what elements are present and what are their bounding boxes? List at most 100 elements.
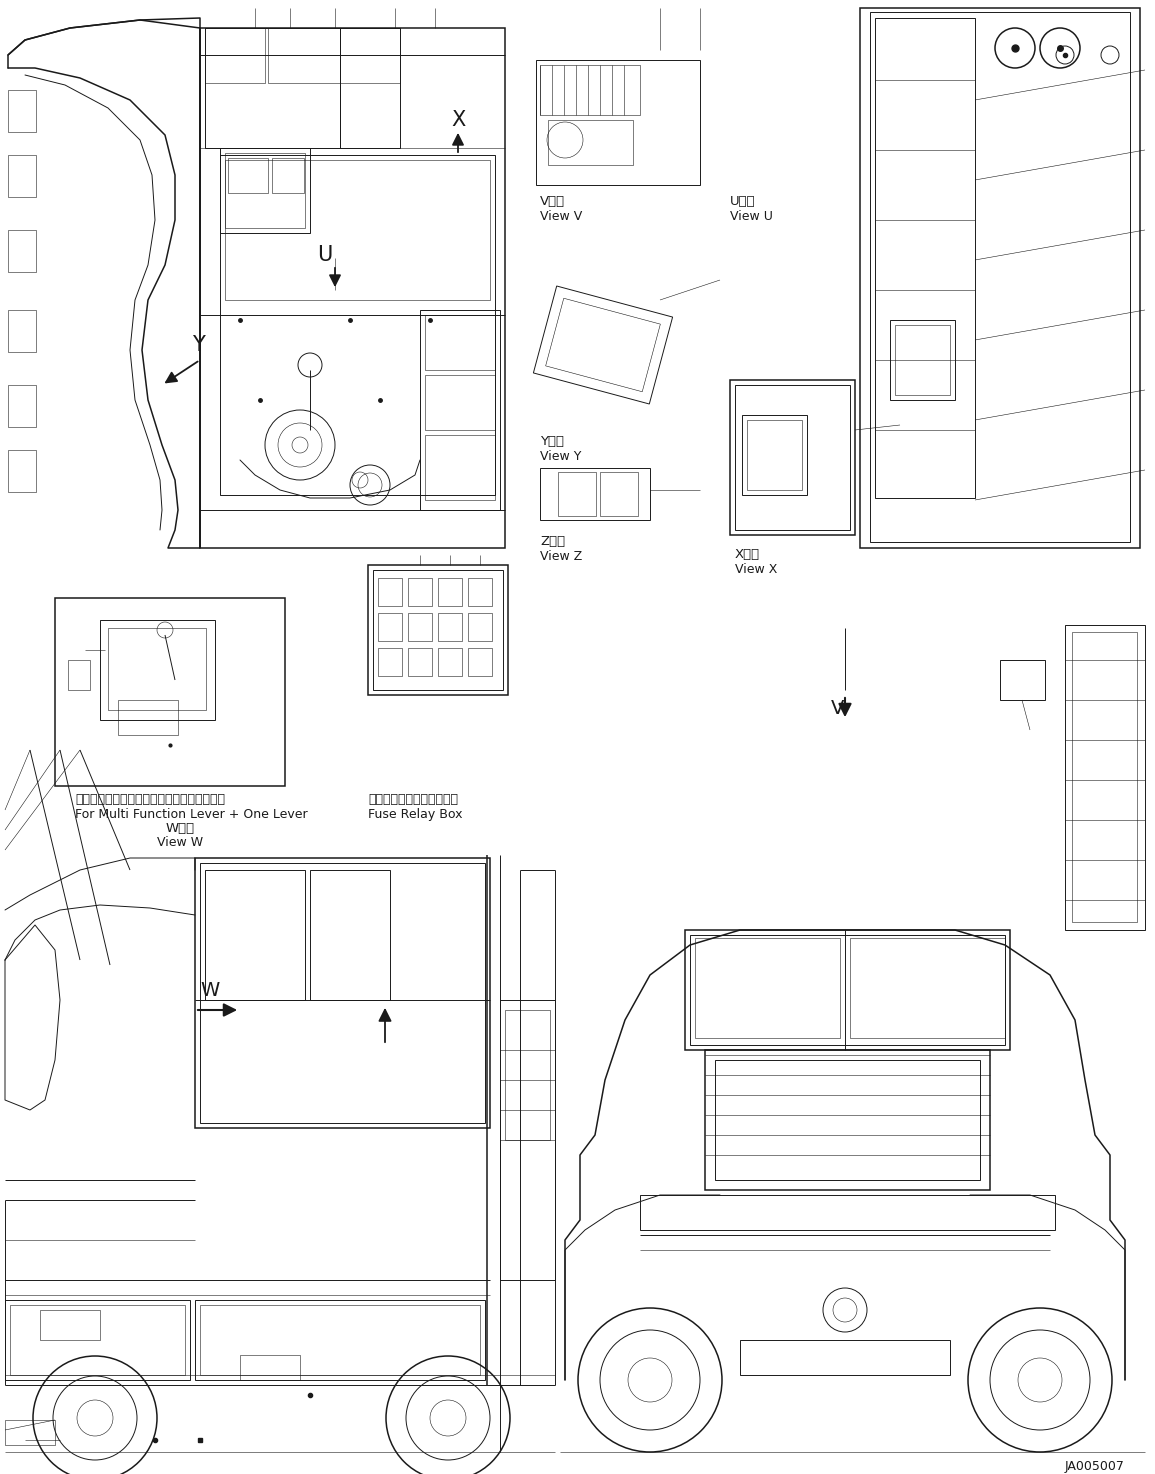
Bar (8, 385, 36, 427)
Bar (420, 310, 500, 510)
Bar (742, 416, 807, 495)
Bar (68, 660, 90, 690)
Bar (468, 578, 492, 606)
Bar (219, 155, 495, 495)
Bar (228, 158, 268, 193)
Bar (10, 1304, 185, 1375)
Bar (219, 147, 310, 233)
Bar (438, 578, 462, 606)
Text: V: V (832, 699, 844, 718)
Text: View Z: View Z (541, 550, 582, 563)
Bar (705, 1049, 990, 1190)
Bar (8, 230, 36, 273)
Text: U　視: U 視 (730, 195, 755, 208)
Bar (895, 324, 951, 395)
Bar (438, 613, 462, 641)
Bar (408, 649, 432, 677)
Bar (1000, 660, 1045, 700)
Text: V　視: V 視 (541, 195, 565, 208)
Bar (8, 450, 36, 492)
Bar (195, 1300, 485, 1380)
Bar (860, 7, 1140, 548)
Bar (875, 18, 975, 498)
Bar (640, 1195, 1055, 1229)
Bar (690, 935, 1005, 1045)
Text: ヒューズ・リレーボックス: ヒューズ・リレーボックス (368, 793, 459, 806)
Bar (340, 28, 400, 83)
Bar (310, 870, 390, 999)
Text: For Multi Function Lever + One Lever: For Multi Function Lever + One Lever (75, 808, 307, 821)
Bar (468, 613, 492, 641)
Bar (100, 621, 215, 719)
Bar (378, 613, 402, 641)
Bar (373, 570, 502, 690)
Bar (408, 578, 432, 606)
Bar (8, 90, 36, 133)
Text: U: U (318, 245, 333, 265)
Bar (850, 937, 1005, 1038)
Bar (225, 153, 305, 228)
Bar (240, 1355, 300, 1380)
Bar (204, 28, 340, 147)
Bar (8, 310, 36, 352)
Bar (735, 385, 850, 531)
Bar (599, 472, 638, 516)
Bar (438, 649, 462, 677)
Bar (109, 628, 206, 710)
Bar (368, 565, 508, 696)
Bar (425, 315, 495, 370)
Bar (536, 60, 700, 186)
Bar (268, 28, 340, 83)
Bar (425, 435, 495, 500)
Text: W: W (200, 980, 219, 999)
Text: W　視: W 視 (165, 822, 194, 834)
Bar (547, 119, 633, 165)
Bar (40, 1310, 100, 1340)
Bar (500, 999, 556, 1279)
Bar (870, 12, 1130, 542)
Bar (740, 1340, 951, 1375)
Bar (5, 1300, 191, 1380)
Bar (425, 374, 495, 430)
Bar (685, 930, 1009, 1049)
Bar (695, 937, 840, 1038)
Bar (5, 1419, 55, 1445)
Bar (505, 1010, 550, 1139)
Text: マルチファンクションレバー＋１本レバー用: マルチファンクションレバー＋１本レバー用 (75, 793, 225, 806)
Text: View X: View X (735, 563, 777, 576)
Bar (340, 28, 400, 147)
Text: X　視: X 視 (735, 548, 760, 562)
Text: View Y: View Y (541, 450, 581, 463)
Bar (715, 1060, 979, 1181)
Bar (541, 469, 650, 520)
Bar (8, 155, 36, 198)
Bar (408, 613, 432, 641)
Text: Fuse Relay Box: Fuse Relay Box (368, 808, 462, 821)
Text: View U: View U (730, 209, 773, 223)
Text: X: X (450, 111, 465, 130)
Bar (204, 28, 264, 83)
Bar (1065, 625, 1145, 930)
Bar (118, 700, 178, 736)
Text: JA005007: JA005007 (1065, 1461, 1125, 1473)
Bar (200, 28, 505, 548)
Bar (1072, 632, 1137, 923)
Bar (55, 598, 285, 786)
Bar (271, 158, 304, 193)
Bar (200, 1304, 480, 1375)
Text: Y　視: Y 視 (541, 435, 564, 448)
Bar (204, 870, 305, 999)
Bar (378, 578, 402, 606)
Bar (541, 65, 640, 115)
Bar (200, 862, 485, 1123)
Bar (558, 472, 596, 516)
Bar (225, 161, 490, 301)
Text: View W: View W (157, 836, 203, 849)
Bar (747, 420, 802, 489)
Bar (730, 380, 855, 535)
Bar (378, 649, 402, 677)
Bar (195, 858, 490, 1128)
Text: View V: View V (541, 209, 582, 223)
Text: Y: Y (192, 335, 204, 355)
Text: Z　視: Z 視 (541, 535, 565, 548)
